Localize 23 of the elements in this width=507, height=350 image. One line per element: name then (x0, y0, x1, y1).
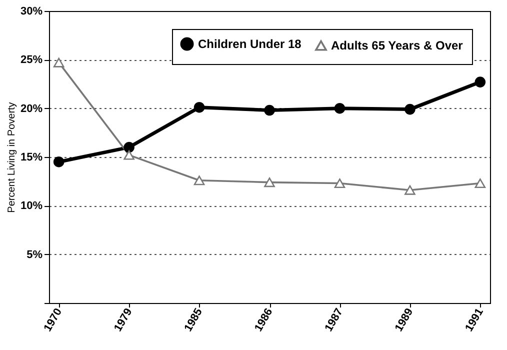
point (53, 58, 64, 68)
y-tick-label: 5% (26, 248, 43, 261)
point (194, 176, 205, 186)
point (334, 102, 346, 114)
y-axis-title: Percent Living in Poverty (6, 102, 18, 213)
y-tick-label: 10% (20, 200, 43, 212)
point (264, 178, 275, 188)
legend-label: Children Under 18 (198, 37, 302, 51)
point (404, 104, 416, 115)
y-tick-label: 15% (20, 152, 43, 164)
point (124, 150, 134, 160)
point (194, 102, 205, 113)
y-tick-label: 30% (20, 6, 43, 18)
point (404, 185, 416, 195)
point (124, 142, 134, 153)
point (264, 104, 275, 116)
point (334, 178, 346, 188)
y-tick-label: 20% (20, 102, 43, 115)
legend-label: Adults 65 Years & Over (331, 38, 464, 53)
point (53, 156, 64, 168)
y-tick-label: 25% (20, 54, 43, 66)
point (474, 76, 486, 88)
point (474, 178, 486, 188)
